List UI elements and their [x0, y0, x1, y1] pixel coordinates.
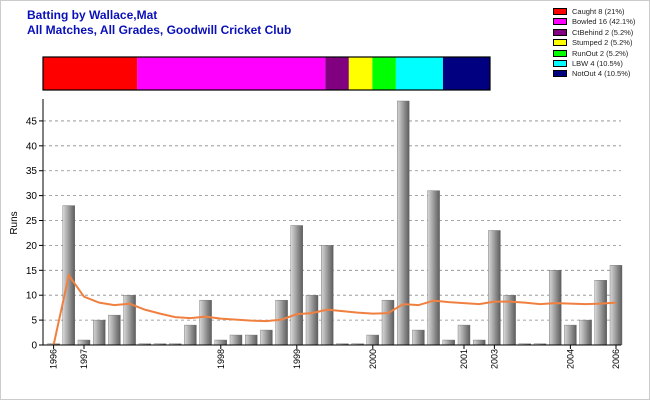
- bar: [381, 299, 395, 346]
- x-tick-label: 2004: [565, 349, 575, 369]
- legend-item-caught: Caught 8 (21%): [553, 7, 649, 17]
- legend-label: NotOut 4 (10.5%): [572, 69, 631, 79]
- x-tick-label: 2000: [368, 349, 378, 369]
- x-tick-label: 2001: [459, 349, 469, 369]
- bar: [108, 314, 121, 346]
- average-line: [52, 272, 617, 346]
- bar: [397, 100, 410, 346]
- bar: [275, 299, 288, 346]
- bar: [609, 265, 623, 346]
- y-tick-label: 40: [26, 141, 38, 152]
- legend-swatch: [553, 49, 567, 57]
- axes: 0 5 10 15 20 25 30 35 40 45 1996 1997 1998 1999 2000 20…: [26, 99, 621, 369]
- legend-item-lbw: LBW 4 (10.5%): [553, 59, 649, 69]
- y-tick-label: 10: [26, 291, 38, 302]
- x-tick-label: 2003: [489, 349, 499, 369]
- stack-segment-stumped: [348, 57, 373, 90]
- bar: [184, 324, 197, 346]
- stack-segment-caught: [43, 57, 138, 90]
- stack-segment-bowled: [137, 57, 326, 90]
- chart-title: Batting by Wallace,Mat: [27, 8, 158, 22]
- dismissal-stacked-bar: [42, 56, 491, 91]
- legend-label: Caught 8 (21%): [572, 7, 625, 16]
- y-tick-label: 5: [31, 316, 37, 327]
- bar: [457, 324, 471, 346]
- legend-item-notout: NotOut 4 (10.5%): [553, 69, 649, 79]
- legend-swatch: [553, 18, 567, 26]
- bar: [549, 270, 562, 346]
- bar: [290, 225, 303, 346]
- x-tick-label: 1998: [216, 349, 226, 369]
- legend-swatch: [553, 8, 567, 15]
- legend-item-bowled: Bowled 16 (42.1%): [553, 17, 649, 27]
- legend-item-ctbehind: CtBehind 2 (5.2%): [553, 28, 649, 38]
- y-tick-label: 45: [26, 116, 38, 127]
- bar: [473, 339, 486, 346]
- bar: [305, 295, 319, 346]
- bar: [488, 230, 501, 346]
- average-line-series: [52, 272, 617, 346]
- legend: Caught 8 (21%) Bowled 16 (42.1%) CtBehin…: [553, 7, 649, 80]
- y-tick-label: 25: [26, 216, 38, 227]
- bar: [260, 329, 273, 346]
- y-tick-label: 15: [26, 266, 38, 277]
- bar: [564, 324, 577, 346]
- legend-label: CtBehind 2 (5.2%): [572, 27, 634, 37]
- x-tick-label: 1997: [79, 349, 89, 369]
- y-axis-label: Runs: [9, 211, 20, 234]
- bar: [579, 319, 592, 346]
- bar: [442, 339, 455, 346]
- x-tick-label: 1999: [292, 349, 302, 369]
- stack-segment-runout: [372, 57, 396, 90]
- x-tick-label: 1996: [49, 349, 59, 369]
- stack-segment-lbw: [395, 57, 443, 90]
- stack-segment-notout: [442, 57, 490, 90]
- legend-label: LBW 4 (10.5%): [572, 58, 623, 68]
- y-tick-label: 0: [31, 341, 37, 352]
- chart-subtitle: All Matches, All Grades, Goodwill Cricke…: [27, 23, 292, 37]
- bar: [229, 334, 243, 346]
- bar: [199, 299, 212, 346]
- legend-item-runout: RunOut 2 (5.2%): [553, 49, 649, 59]
- y-tick-label: 20: [26, 241, 38, 252]
- stack-bar-outline: [42, 56, 491, 91]
- stack-segment-ctbehind: [325, 57, 349, 90]
- bar: [594, 280, 607, 346]
- bar: [77, 339, 91, 346]
- bar: [321, 245, 334, 346]
- y-tick-label: 30: [26, 191, 38, 202]
- legend-swatch: [553, 39, 567, 47]
- legend-swatch: [553, 59, 567, 67]
- bar-series: [47, 100, 623, 346]
- legend-swatch: [553, 28, 567, 36]
- bar: [366, 334, 379, 346]
- legend-label: RunOut 2 (5.2%): [572, 48, 629, 58]
- legend-swatch: [553, 70, 567, 78]
- y-tick-label: 35: [26, 166, 38, 177]
- bar: [214, 339, 228, 346]
- bar: [412, 329, 425, 346]
- legend-label: Bowled 16 (42.1%): [572, 17, 636, 27]
- x-tick-label: 2006: [611, 349, 621, 369]
- bar: [427, 190, 440, 346]
- legend-item-stumped: Stumped 2 (5.2%): [553, 38, 649, 48]
- legend-label: Stumped 2 (5.2%): [572, 38, 633, 48]
- bar: [244, 334, 258, 346]
- bar: [92, 319, 106, 346]
